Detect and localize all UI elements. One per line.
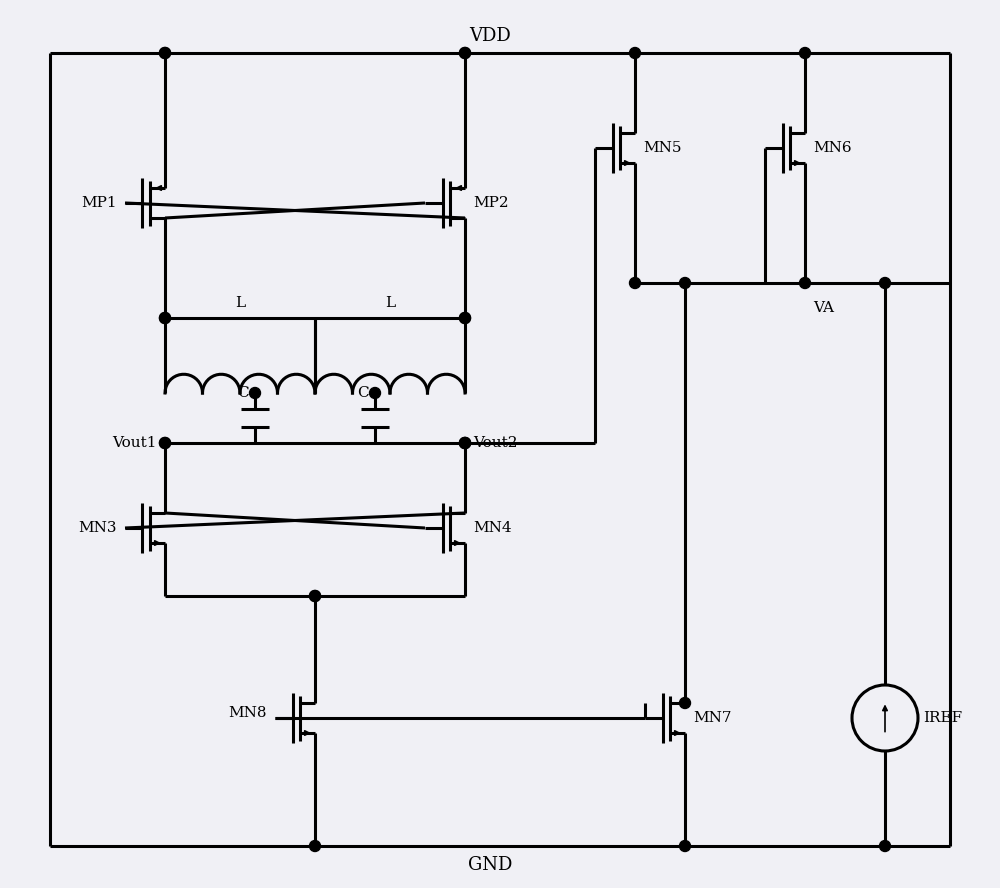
Circle shape (249, 387, 260, 399)
Circle shape (160, 47, 170, 59)
Text: Vout2: Vout2 (473, 436, 518, 450)
Circle shape (680, 841, 690, 852)
Circle shape (460, 47, 471, 59)
Text: MN7: MN7 (693, 711, 732, 725)
Circle shape (160, 47, 170, 59)
Circle shape (310, 841, 320, 852)
Text: MP2: MP2 (473, 196, 509, 210)
Circle shape (680, 697, 690, 709)
Circle shape (800, 47, 811, 59)
Text: IREF: IREF (923, 711, 962, 725)
Circle shape (160, 313, 170, 323)
Circle shape (880, 278, 891, 289)
Text: Vout1: Vout1 (112, 436, 157, 450)
Circle shape (310, 591, 320, 601)
Circle shape (460, 313, 471, 323)
Text: MP1: MP1 (81, 196, 117, 210)
Text: C: C (237, 386, 249, 400)
Circle shape (460, 438, 471, 448)
Text: MN5: MN5 (643, 141, 682, 155)
Circle shape (460, 438, 471, 448)
Circle shape (800, 278, 811, 289)
Circle shape (160, 313, 170, 323)
Circle shape (630, 47, 640, 59)
Circle shape (310, 591, 320, 601)
Circle shape (160, 438, 170, 448)
Circle shape (460, 313, 471, 323)
Circle shape (460, 438, 471, 448)
Text: MN4: MN4 (473, 521, 512, 535)
Text: VA: VA (813, 301, 834, 315)
Text: L: L (385, 296, 395, 310)
Text: MN6: MN6 (813, 141, 852, 155)
Circle shape (370, 387, 380, 399)
Text: MN3: MN3 (78, 521, 117, 535)
Text: VDD: VDD (469, 27, 511, 45)
Circle shape (160, 438, 170, 448)
Text: GND: GND (468, 856, 512, 874)
Circle shape (880, 841, 891, 852)
Circle shape (630, 278, 640, 289)
Text: L: L (235, 296, 245, 310)
Text: C: C (357, 386, 369, 400)
Circle shape (680, 278, 690, 289)
Circle shape (460, 47, 471, 59)
Text: MN8: MN8 (228, 706, 267, 720)
